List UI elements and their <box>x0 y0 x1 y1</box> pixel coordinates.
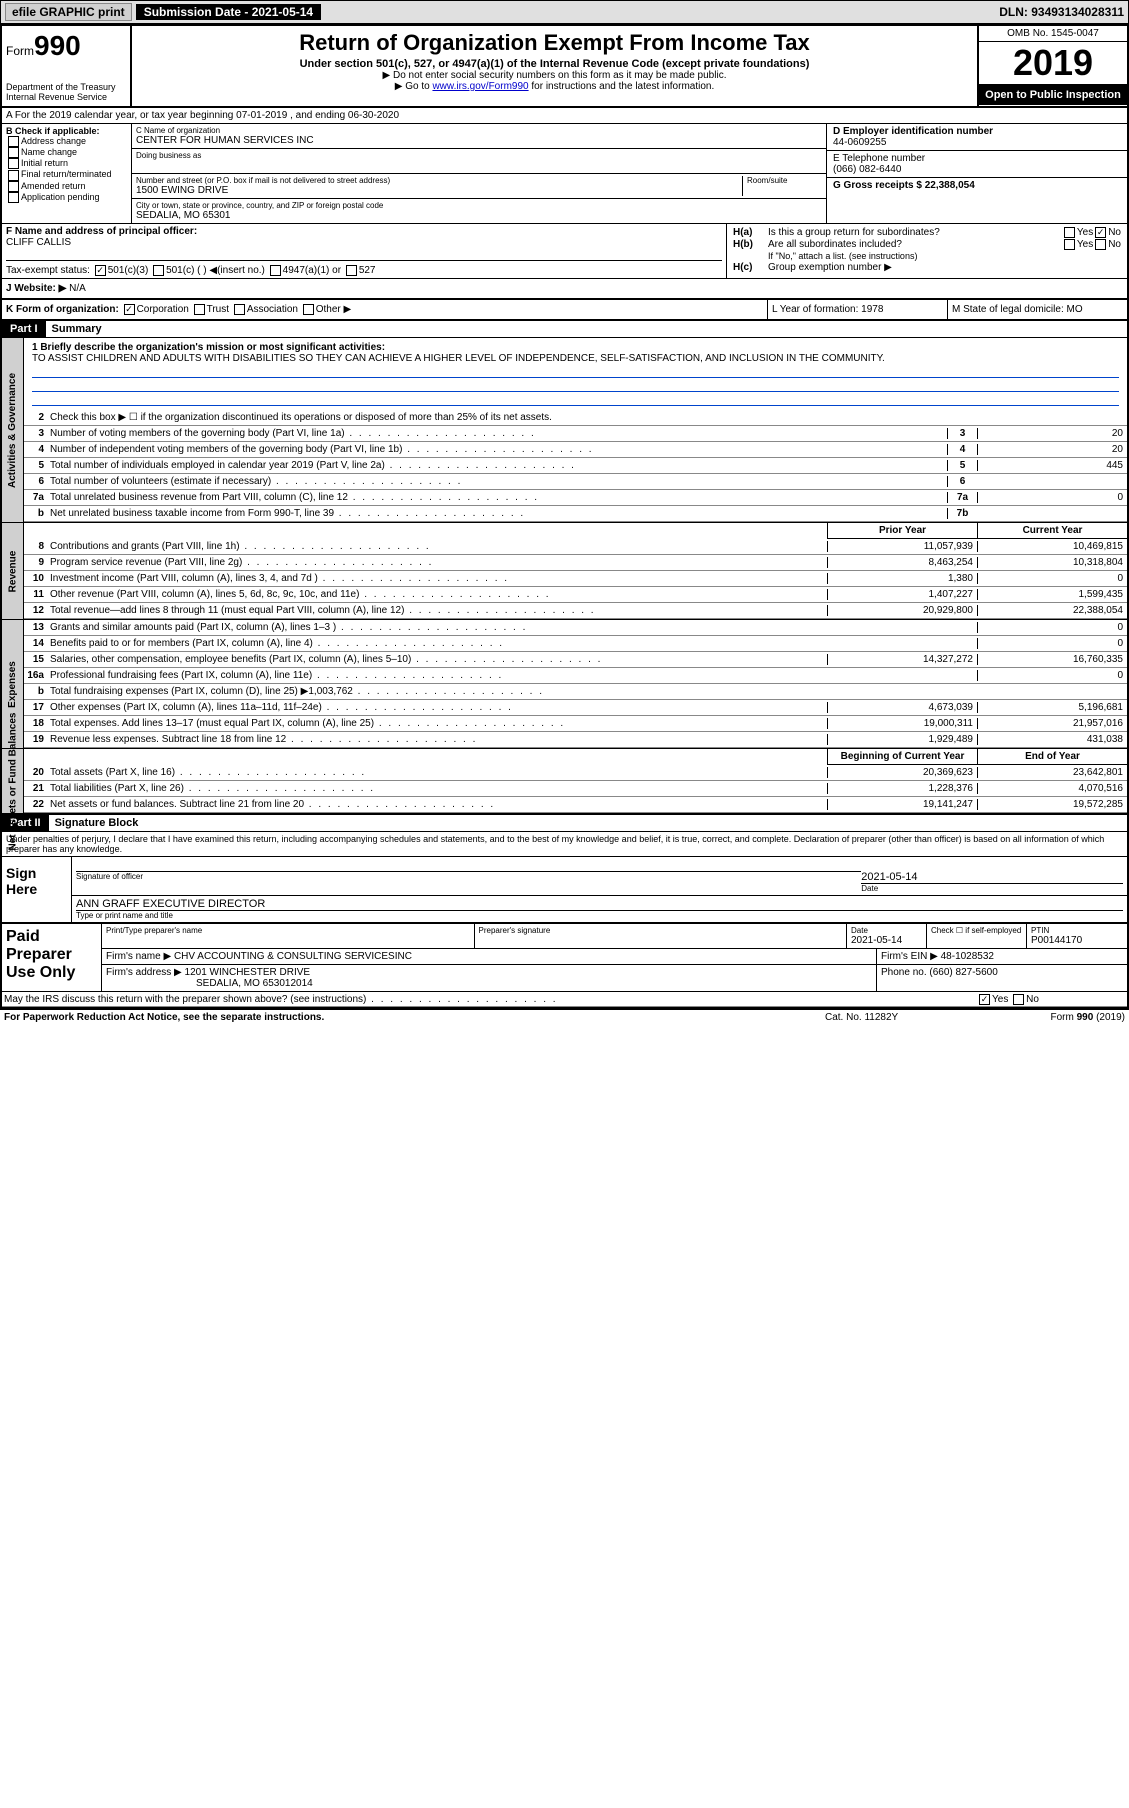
submission-date: Submission Date - 2021-05-14 <box>136 4 321 20</box>
header-right: OMB No. 1545-0047 2019 Open to Public In… <box>977 26 1127 106</box>
dln: DLN: 93493134028311 <box>999 5 1124 19</box>
side-governance: Activities & Governance <box>2 338 24 522</box>
col-h: H(a)Is this a group return for subordina… <box>727 224 1127 278</box>
form-title: Return of Organization Exempt From Incom… <box>136 30 973 56</box>
col-f: F Name and address of principal officer:… <box>2 224 727 278</box>
row-a: A For the 2019 calendar year, or tax yea… <box>2 108 1127 124</box>
instructions-link[interactable]: www.irs.gov/Form990 <box>432 81 528 92</box>
top-bar: efile GRAPHIC print Submission Date - 20… <box>0 0 1129 24</box>
col-c: C Name of organizationCENTER FOR HUMAN S… <box>132 124 1127 223</box>
paid-preparer-label: Paid Preparer Use Only <box>2 924 102 991</box>
header-left: Form990 Department of the Treasury Inter… <box>2 26 132 106</box>
footer: For Paperwork Reduction Act Notice, see … <box>0 1009 1129 1025</box>
sign-here-label: Sign Here <box>2 857 72 922</box>
part1-header: Part I <box>2 321 46 337</box>
form-main: Form990 Department of the Treasury Inter… <box>0 24 1129 1009</box>
website-row: J Website: ▶ N/A <box>2 279 1127 300</box>
col-b: B Check if applicable: Address change Na… <box>2 124 132 223</box>
header-center: Return of Organization Exempt From Incom… <box>132 26 977 106</box>
side-revenue: Revenue <box>2 523 24 619</box>
efile-link[interactable]: efile GRAPHIC print <box>5 3 132 21</box>
side-netassets: Net Assets or Fund Balances <box>2 749 24 813</box>
